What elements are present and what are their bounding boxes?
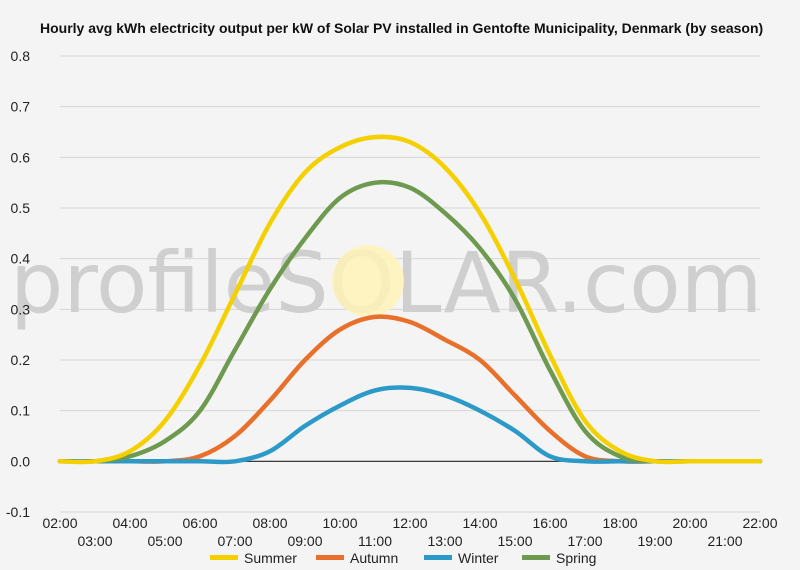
x-tick-label: 20:00 (672, 515, 707, 531)
x-tick-label: 10:00 (322, 515, 357, 531)
y-tick-label: 0.1 (11, 403, 31, 419)
legend-label-autumn: Autumn (350, 550, 398, 566)
x-tick-label: 07:00 (217, 533, 252, 549)
series-line-summer (57, 134, 763, 465)
series-lines (57, 134, 763, 465)
y-tick-label: 0.5 (11, 200, 31, 216)
x-tick-label: 13:00 (427, 533, 462, 549)
legend-label-summer: Summer (244, 550, 297, 566)
legend-label-winter: Winter (458, 550, 499, 566)
grid (60, 55, 760, 513)
x-tick-label: 19:00 (637, 533, 672, 549)
x-tick-label: 12:00 (392, 515, 427, 531)
y-tick-label: -0.1 (6, 504, 30, 520)
legend: Summer Autumn Winter Spring (210, 550, 596, 566)
x-tick-label: 18:00 (602, 515, 637, 531)
chart-title: Hourly avg kWh electricity output per kW… (40, 20, 763, 36)
x-tick-label: 03:00 (77, 533, 112, 549)
legend-swatch-summer (210, 555, 238, 560)
y-tick-label: 0.3 (11, 301, 31, 317)
x-tick-label: 15:00 (497, 533, 532, 549)
x-tick-label: 05:00 (147, 533, 182, 549)
x-axis: 02:00 04:00 06:00 08:00 10:00 12:00 14:00 16:00… (42, 515, 777, 549)
legend-swatch-autumn (316, 555, 344, 560)
x-tick-label: 08:00 (252, 515, 287, 531)
x-tick-label: 17:00 (567, 533, 602, 549)
y-tick-label: 0.7 (11, 99, 31, 115)
x-tick-label: 16:00 (532, 515, 567, 531)
y-axis: 0.8 0.7 0.6 0.5 0.4 0.3 0.2 0.1 0.0 -0.1 (6, 48, 30, 520)
x-tick-label: 06:00 (182, 515, 217, 531)
x-tick-label: 04:00 (112, 515, 147, 531)
legend-label-spring: Spring (556, 550, 596, 566)
y-tick-label: 0.2 (11, 352, 31, 368)
y-tick-label: 0.4 (11, 251, 31, 267)
y-tick-label: 0.8 (11, 48, 31, 64)
x-tick-label: 09:00 (287, 533, 322, 549)
y-tick-label: 0.6 (11, 149, 31, 165)
legend-swatch-winter (424, 555, 452, 560)
sun-logo (332, 245, 404, 317)
x-tick-label: 14:00 (462, 515, 497, 531)
series-line-winter (57, 385, 763, 465)
legend-swatch-spring (522, 555, 550, 560)
x-tick-label: 22:00 (742, 515, 777, 531)
x-tick-label: 02:00 (42, 515, 77, 531)
x-tick-label: 21:00 (707, 533, 742, 549)
y-tick-label: 0.0 (11, 453, 31, 469)
x-tick-label: 11:00 (358, 533, 392, 549)
